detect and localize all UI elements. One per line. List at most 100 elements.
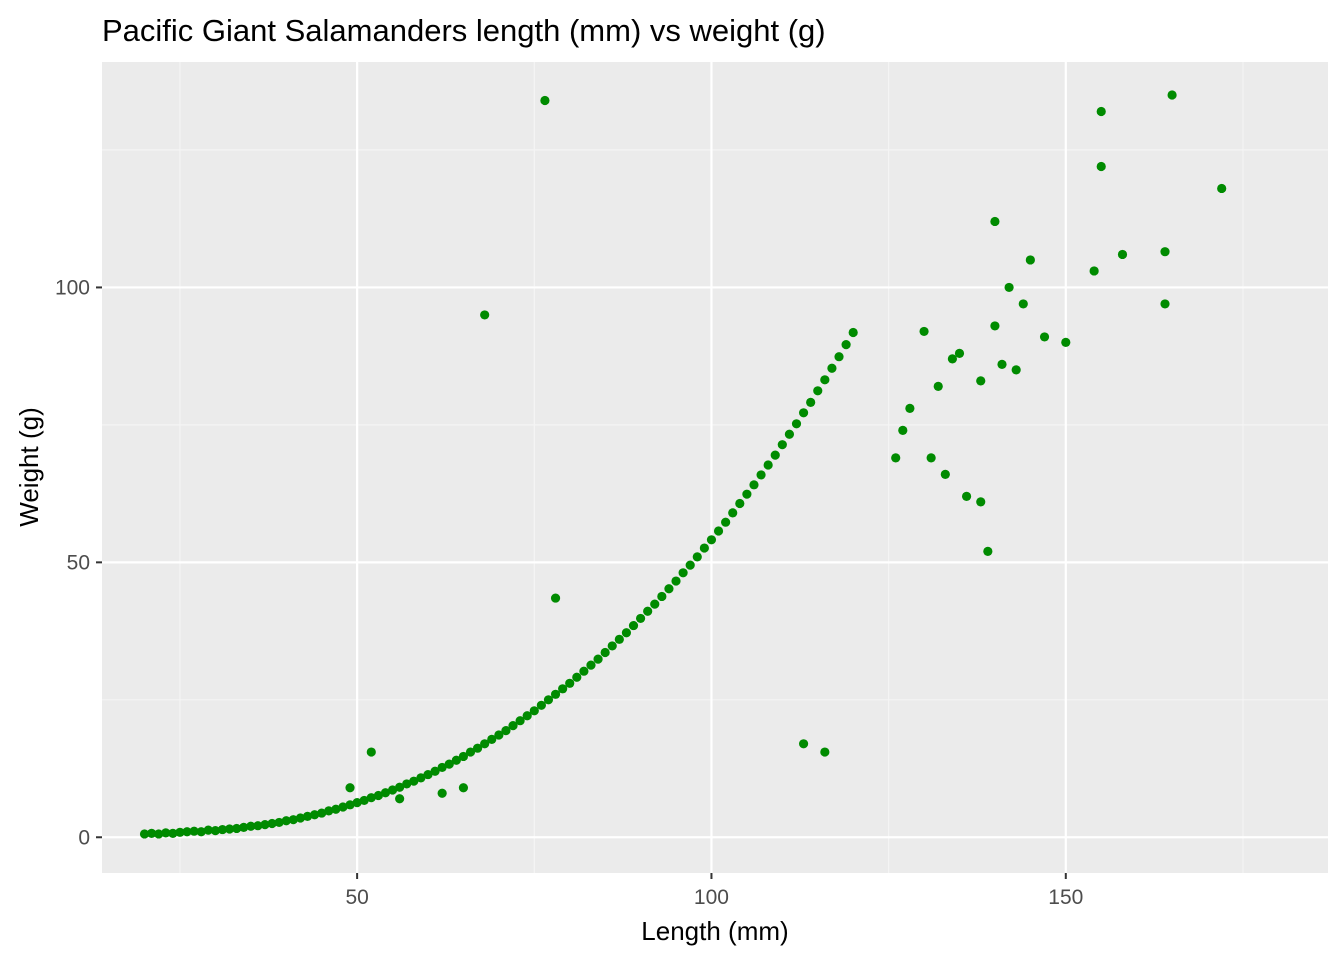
data-point	[933, 381, 943, 391]
data-point	[593, 654, 603, 664]
data-point	[1217, 183, 1227, 194]
data-point	[1160, 299, 1170, 309]
data-point	[607, 641, 617, 651]
data-point	[961, 491, 972, 501]
data-point	[806, 397, 816, 407]
major-gridlines	[102, 62, 1328, 873]
data-point	[175, 827, 185, 837]
data-point	[905, 403, 915, 413]
data-point	[515, 716, 525, 726]
data-point	[217, 824, 228, 835]
data-point	[671, 576, 681, 586]
x-tick-label: 150	[1048, 886, 1083, 909]
data-points	[139, 90, 1227, 839]
data-point	[841, 340, 851, 350]
data-point	[834, 352, 844, 362]
data-point	[232, 823, 242, 834]
data-point	[437, 788, 447, 798]
data-point	[295, 813, 306, 823]
data-point	[465, 747, 476, 757]
data-point	[926, 453, 936, 463]
data-point	[189, 826, 199, 836]
data-point	[919, 326, 929, 337]
data-point	[827, 363, 837, 373]
data-point	[1167, 90, 1177, 100]
x-axis-title: Length (mm)	[641, 916, 788, 946]
data-point	[735, 498, 745, 509]
data-point	[621, 628, 632, 638]
data-point	[600, 647, 610, 658]
data-point	[260, 820, 270, 830]
data-point	[550, 593, 561, 603]
data-point	[643, 606, 653, 616]
data-point	[345, 800, 355, 810]
data-point	[281, 816, 291, 826]
data-point	[352, 798, 362, 808]
data-point	[1004, 282, 1014, 293]
data-point	[947, 354, 958, 364]
data-point	[770, 450, 780, 460]
data-point	[147, 828, 157, 839]
data-point	[1117, 249, 1128, 260]
data-point	[1089, 266, 1099, 276]
x-tick-label: 50	[345, 886, 368, 909]
data-point	[409, 776, 419, 786]
data-point	[990, 216, 1000, 227]
data-point	[267, 818, 277, 829]
data-point	[196, 827, 206, 837]
data-point	[302, 811, 313, 821]
data-point	[550, 689, 561, 699]
data-point	[990, 321, 1000, 331]
data-point	[1096, 106, 1106, 117]
data-point	[494, 730, 504, 740]
data-point	[579, 666, 589, 676]
data-point	[798, 408, 809, 418]
data-point	[791, 419, 802, 429]
data-point	[777, 440, 787, 450]
data-point	[784, 429, 795, 439]
data-point	[586, 660, 596, 670]
data-point	[210, 826, 220, 836]
data-point	[444, 759, 454, 769]
data-point	[395, 794, 405, 804]
data-point	[685, 560, 695, 570]
data-point	[345, 783, 355, 793]
data-point	[983, 546, 993, 556]
data-point	[1018, 299, 1028, 309]
data-point	[203, 825, 213, 835]
data-point	[239, 822, 249, 832]
data-point	[1025, 255, 1035, 265]
data-point	[813, 386, 823, 396]
data-point	[508, 721, 518, 731]
data-point	[699, 543, 709, 553]
axis-tick-labels: 50 100 150 0 50 100	[55, 276, 1083, 909]
data-point	[310, 810, 320, 820]
data-point	[317, 808, 327, 818]
data-point	[487, 734, 497, 744]
data-point	[380, 788, 391, 798]
data-point	[423, 769, 433, 780]
data-point	[366, 747, 376, 757]
data-point	[820, 747, 830, 757]
data-point	[954, 348, 965, 359]
data-point	[430, 766, 440, 776]
data-point	[387, 785, 398, 795]
data-point	[657, 591, 667, 602]
data-point	[253, 821, 263, 831]
data-point	[536, 700, 546, 710]
data-point	[898, 425, 908, 435]
data-point	[749, 480, 759, 490]
data-point	[274, 817, 284, 828]
data-point	[540, 95, 550, 106]
data-point	[721, 517, 731, 527]
data-point	[763, 460, 773, 470]
data-point	[139, 829, 150, 839]
data-point	[628, 620, 639, 631]
data-point	[480, 739, 490, 749]
data-point	[940, 469, 950, 479]
data-point	[728, 508, 738, 518]
data-point	[678, 568, 688, 578]
data-point	[359, 795, 369, 806]
data-point	[997, 359, 1007, 370]
